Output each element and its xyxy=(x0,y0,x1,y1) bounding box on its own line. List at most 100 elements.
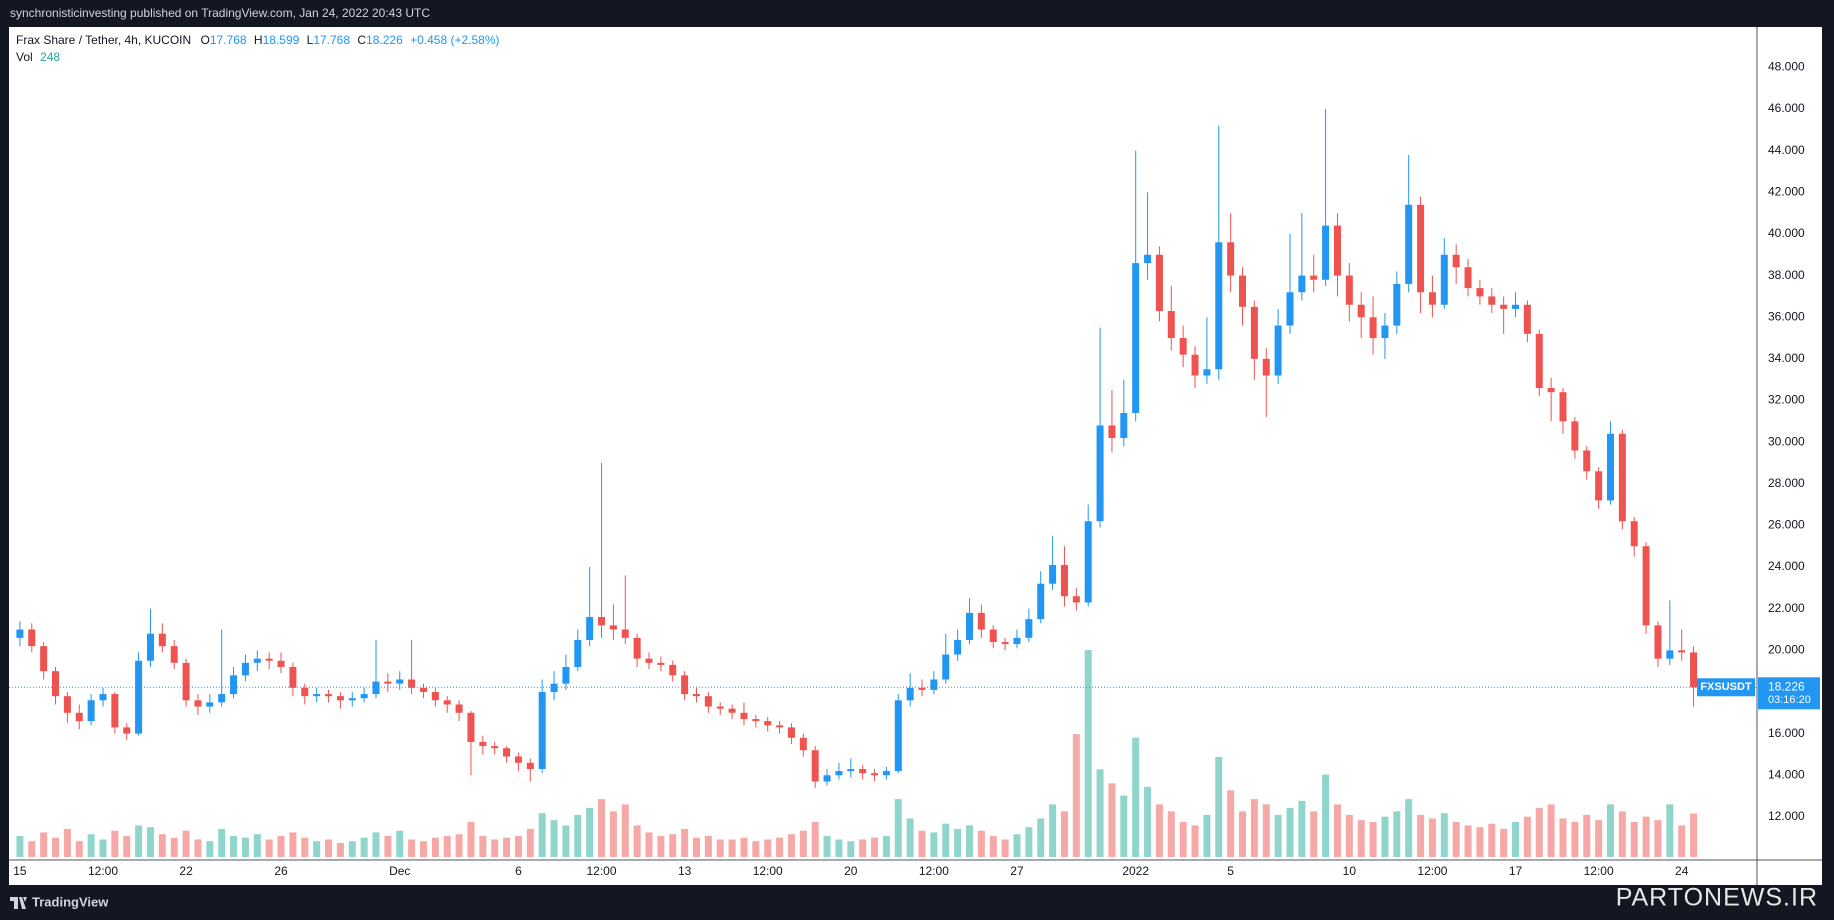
candle-body xyxy=(1179,338,1187,355)
volume-bar xyxy=(657,835,665,857)
y-tick-label: 34.000 xyxy=(1768,351,1805,365)
plot xyxy=(9,109,1757,857)
volume-bar xyxy=(1606,804,1614,857)
x-tick-label: 10 xyxy=(1343,864,1357,878)
candle-body xyxy=(146,633,154,661)
volume-bar xyxy=(348,841,356,857)
volume-bar xyxy=(408,839,416,857)
volume-bar xyxy=(265,839,273,857)
candle-body xyxy=(598,617,606,626)
volume-bar xyxy=(692,837,700,857)
ohlc-value: 18.226 xyxy=(366,33,403,47)
candle-body xyxy=(289,667,297,688)
volume-bar xyxy=(455,834,463,857)
volume-bar xyxy=(241,837,249,857)
volume-bar xyxy=(1630,821,1638,857)
volume-bar xyxy=(1393,811,1401,857)
volume-bar xyxy=(918,830,926,857)
volume-bar xyxy=(1357,820,1365,857)
volume-bar xyxy=(1250,799,1258,857)
volume-bar xyxy=(40,832,48,857)
volume-bar xyxy=(1535,807,1543,857)
candle-body xyxy=(989,629,997,643)
candle-body xyxy=(681,675,689,695)
volume-bar xyxy=(1072,734,1080,857)
volume-bar xyxy=(1369,821,1377,857)
candle-body xyxy=(1357,304,1365,318)
chart-panel xyxy=(9,27,1822,885)
candle-body xyxy=(562,667,570,684)
logo-icon xyxy=(10,897,27,909)
volume-bar xyxy=(1001,839,1009,857)
volume-bar xyxy=(1239,811,1247,857)
volume-bar xyxy=(325,839,333,857)
candle-body xyxy=(1678,650,1686,653)
volume-bar xyxy=(182,830,190,857)
volume-bar xyxy=(384,835,392,857)
volume-bar xyxy=(123,835,131,857)
y-tick-label: 14.000 xyxy=(1768,767,1805,781)
candle-body xyxy=(87,700,95,722)
volume-bar xyxy=(336,842,344,857)
volume-bar xyxy=(1333,804,1341,857)
volume-bar xyxy=(1191,825,1199,857)
x-tick-label: 12:00 xyxy=(587,864,617,878)
candle-body xyxy=(740,712,748,720)
volume-bar xyxy=(942,823,950,857)
y-tick-label: 40.000 xyxy=(1768,226,1805,240)
volume-bar xyxy=(1559,818,1567,857)
volume-bar xyxy=(847,841,855,857)
candle-body xyxy=(336,696,344,701)
volume-bar xyxy=(99,839,107,857)
volume-bar xyxy=(135,825,143,857)
volume-bar xyxy=(776,837,784,857)
y-tick-label: 42.000 xyxy=(1768,184,1805,198)
tradingview-logo: TradingView xyxy=(10,894,109,909)
candle-body xyxy=(1072,596,1080,603)
candle-body xyxy=(1618,433,1626,522)
volume-bar xyxy=(716,839,724,857)
candle-body xyxy=(1595,471,1603,501)
candle-body xyxy=(1120,412,1128,438)
volume-bar xyxy=(621,804,629,857)
x-tick-label: 22 xyxy=(179,864,193,878)
candle-body xyxy=(1037,583,1045,620)
candle-body xyxy=(265,658,273,661)
candle-body xyxy=(704,696,712,707)
candle-body xyxy=(752,719,760,722)
candle-body xyxy=(479,741,487,747)
candle-body xyxy=(158,633,166,647)
candle-body xyxy=(1428,292,1436,305)
candle-body xyxy=(206,702,214,707)
y-tick-label: 46.000 xyxy=(1768,101,1805,115)
candle-body xyxy=(1310,275,1318,280)
candle-body xyxy=(811,750,819,782)
candle-body xyxy=(467,712,475,742)
volume-bar xyxy=(206,841,214,857)
volume-bar xyxy=(1167,811,1175,857)
y-tick-label: 36.000 xyxy=(1768,309,1805,323)
candle-body xyxy=(871,773,879,776)
candle-body xyxy=(1203,369,1211,376)
candle-body xyxy=(906,687,914,701)
volume-bar xyxy=(1512,821,1520,857)
watermark: PARTONEWS.IR xyxy=(1616,884,1818,912)
volume-bar xyxy=(230,835,238,857)
volume-bar xyxy=(1310,811,1318,857)
x-tick-label: Dec xyxy=(389,864,410,878)
chart-legend: Frax Share / Tether, 4h, KUCOIN O17.768 … xyxy=(16,33,500,47)
candle-body xyxy=(1523,304,1531,334)
volume-bar xyxy=(158,834,166,857)
volume-bar xyxy=(859,839,867,857)
candle-body xyxy=(1666,650,1674,659)
x-tick-label: 17 xyxy=(1509,864,1523,878)
x-tick-label: 15 xyxy=(13,864,27,878)
volume-bar xyxy=(1678,825,1686,857)
volume-bar xyxy=(609,811,617,857)
x-tick-label: 12:00 xyxy=(1584,864,1614,878)
candle-body xyxy=(1108,425,1116,438)
volume-bar xyxy=(194,839,202,857)
volume-bar xyxy=(218,828,226,857)
candle-body xyxy=(182,662,190,701)
